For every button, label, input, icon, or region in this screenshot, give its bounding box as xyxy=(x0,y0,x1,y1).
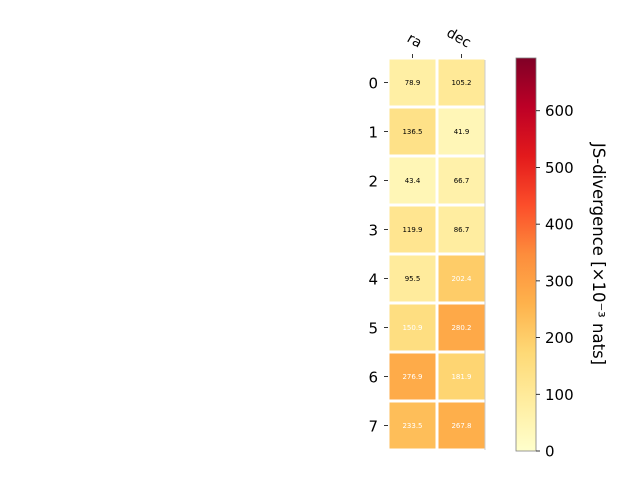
heatmap-cell xyxy=(389,157,436,204)
x-tick-label: dec xyxy=(444,25,474,51)
heatmap-cell-label: 86.7 xyxy=(454,226,470,234)
heatmap-cell-label: 267.8 xyxy=(451,422,471,430)
y-tick-label: 3 xyxy=(368,222,378,240)
y-tick-label: 1 xyxy=(368,124,378,142)
heatmap-cell-label: 66.7 xyxy=(454,177,470,185)
heatmap-cell xyxy=(389,59,436,106)
colorbar-ticks: 0 100 200 300 400 500 600 xyxy=(536,102,574,461)
y-tick-label: 2 xyxy=(368,173,378,191)
heatmap-cell xyxy=(389,304,436,351)
y-tick-label: 6 xyxy=(368,369,378,387)
x-tick-label: ra xyxy=(404,30,424,51)
y-tick-label: 4 xyxy=(368,271,378,289)
heatmap-cell-label: 43.4 xyxy=(405,177,421,185)
colorbar-tick-label: 200 xyxy=(545,329,574,347)
y-tick-label: 0 xyxy=(368,75,378,93)
heatmap-cell-label: 150.9 xyxy=(402,324,422,332)
heatmap-cell xyxy=(438,206,485,253)
heatmap-cell-label: 276.9 xyxy=(402,373,422,381)
heatmap-cell-label: 95.5 xyxy=(405,275,421,283)
heatmap-cell-label: 136.5 xyxy=(402,128,422,136)
heatmap-cell xyxy=(389,108,436,155)
heatmap-cell xyxy=(438,402,485,449)
heatmap-cell xyxy=(438,255,485,302)
colorbar-tick-label: 0 xyxy=(545,443,555,461)
y-tick-label: 5 xyxy=(368,320,378,338)
heatmap-cell-label: 41.9 xyxy=(454,128,470,136)
colorbar: 0 100 200 300 400 500 600 JS-divergence [×10⁻³… xyxy=(515,57,608,461)
heatmap-cell-label: 78.9 xyxy=(405,79,421,87)
colorbar-tick-label: 400 xyxy=(545,216,574,234)
heatmap-cell-label: 233.5 xyxy=(402,422,422,430)
heatmap-cell xyxy=(389,353,436,400)
heatmap-cell xyxy=(389,206,436,253)
heatmap-cell-labels: 78.9 105.2 136.5 41.9 43.4 66.7 119.9 86.7 95.5 2… xyxy=(402,79,472,430)
colorbar-tick-label: 100 xyxy=(545,386,574,404)
colorbar-tick-label: 300 xyxy=(545,272,574,290)
heatmap-cell xyxy=(438,304,485,351)
heatmap-cell-label: 202.4 xyxy=(451,275,472,283)
heatmap-cell-label: 181.9 xyxy=(451,373,471,381)
heatmap-cell xyxy=(389,255,436,302)
colorbar-label: JS-divergence [×10⁻³ nats] xyxy=(589,142,608,365)
heatmap-cell-label: 105.2 xyxy=(451,79,471,87)
heatmap-cells xyxy=(389,59,485,449)
heatmap-cell xyxy=(438,59,485,106)
heatmap-cell xyxy=(438,353,485,400)
heatmap-cell-label: 119.9 xyxy=(402,226,422,234)
heatmap-cell xyxy=(438,108,485,155)
heatmap-cell xyxy=(438,157,485,204)
colorbar-tick-label: 500 xyxy=(545,159,574,177)
y-tick-label: 7 xyxy=(368,418,378,436)
colorbar-gradient xyxy=(515,57,537,452)
heatmap-cell-label: 280.2 xyxy=(451,324,471,332)
heatmap-cell xyxy=(389,402,436,449)
colorbar-tick-label: 600 xyxy=(545,102,574,120)
